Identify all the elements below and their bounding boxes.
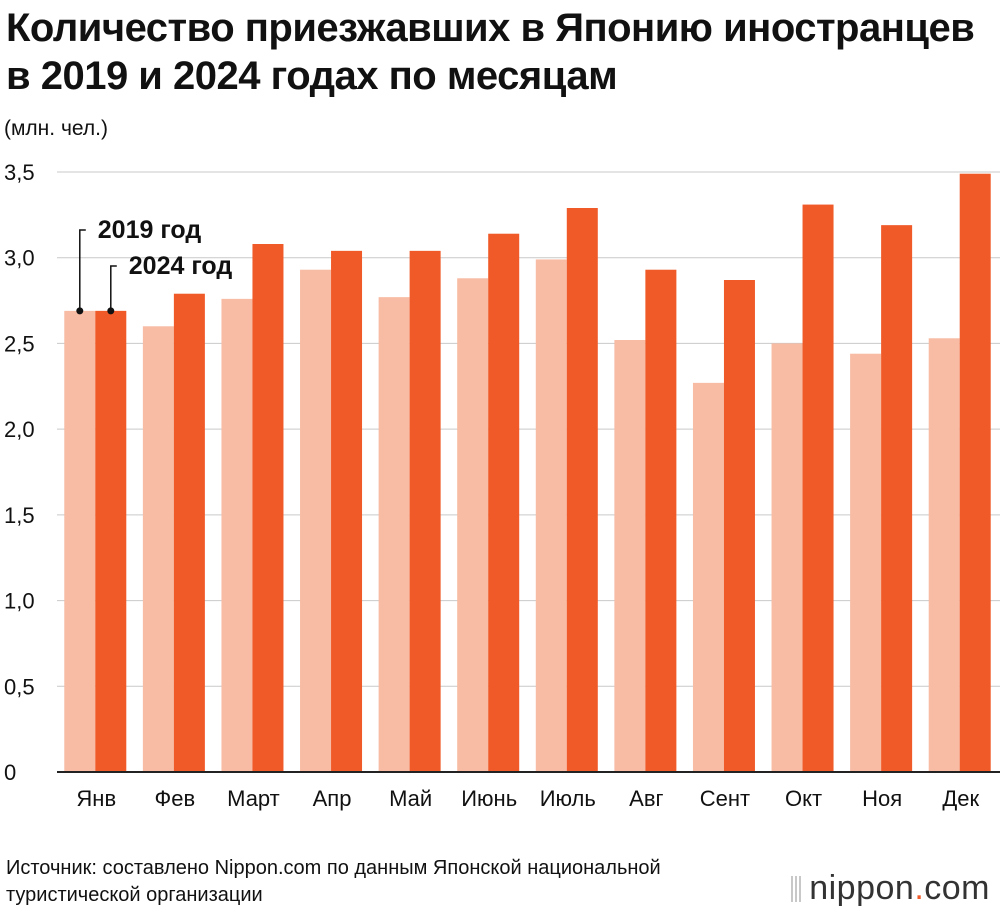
bar-2024 — [95, 310, 127, 772]
x-tick-label: Июль — [540, 786, 596, 811]
bar-2019 — [300, 269, 332, 772]
y-tick-label: 3,0 — [4, 246, 35, 271]
logo-suffix: com — [924, 869, 990, 907]
y-tick-label: 2,5 — [4, 331, 35, 356]
x-tick-label: Март — [227, 786, 280, 811]
bar-2024 — [881, 225, 913, 773]
x-tick-label: Май — [389, 786, 432, 811]
x-tick-label: Ноя — [862, 786, 902, 811]
bar-2024 — [645, 269, 677, 772]
bar-2024 — [409, 250, 441, 772]
bar-2024 — [802, 204, 834, 773]
source-note: Источник: составлено Nippon.com по данны… — [6, 857, 661, 906]
bar-2024 — [173, 293, 205, 772]
legend-2019-leader — [79, 229, 86, 311]
x-tick-label: Авг — [629, 786, 663, 811]
x-tick-label: Сент — [700, 786, 750, 811]
x-tick-label: Янв — [76, 786, 116, 811]
nippon-logo: nippon.com — [791, 869, 990, 908]
y-axis-unit: (млн. чел.) — [4, 117, 108, 140]
bar-2024 — [566, 208, 598, 772]
bar-2019 — [850, 353, 882, 772]
legend: 2019 год 2024 год — [76, 216, 233, 315]
bars — [64, 173, 991, 773]
legend-2024-leader — [110, 265, 117, 311]
bar-2024 — [959, 173, 991, 772]
axis: 0 0,5 1,0 1,5 2,0 2,5 3,0 3,5 Янв Фев Март Апр Май Ию… — [4, 160, 1000, 811]
logo-name: nippon — [809, 869, 915, 907]
logo-marks-icon — [791, 876, 804, 902]
bar-2024 — [252, 244, 284, 772]
bar-2019 — [928, 338, 960, 772]
y-tick-label: 3,5 — [4, 160, 35, 185]
bar-2019 — [64, 310, 96, 772]
legend-2019-dot — [76, 307, 84, 315]
y-tick-label: 0 — [4, 760, 16, 785]
y-tick-label: 2,0 — [4, 417, 35, 442]
gridlines — [57, 171, 1000, 687]
bar-2019 — [378, 297, 410, 772]
bar-2019 — [457, 278, 489, 772]
logo-dot: . — [914, 869, 925, 907]
x-tick-label: Фев — [155, 786, 196, 811]
x-tick-label: Апр — [313, 786, 352, 811]
bar-2019 — [692, 382, 724, 772]
bar-2019 — [535, 259, 567, 772]
bar-2024 — [488, 233, 520, 772]
legend-2024-label: 2024 год — [129, 252, 233, 280]
y-tick-label: 1,0 — [4, 589, 35, 614]
y-tick-label: 1,5 — [4, 503, 35, 528]
bar-2019 — [142, 326, 174, 772]
bar-2024 — [331, 250, 363, 772]
legend-2024-dot — [107, 307, 115, 315]
x-tick-label: Дек — [942, 786, 979, 811]
x-tick-label: Окт — [785, 786, 822, 811]
bar-2019 — [221, 298, 253, 772]
x-tick-label: Июнь — [461, 786, 517, 811]
legend-2019-label: 2019 год — [98, 216, 202, 244]
bar-2024 — [723, 280, 755, 772]
bar-2019 — [771, 343, 803, 772]
chart-title: Количество приезжавших в Японию иностран… — [6, 6, 975, 98]
bar-2019 — [614, 340, 646, 772]
y-tick-label: 0,5 — [4, 674, 35, 699]
